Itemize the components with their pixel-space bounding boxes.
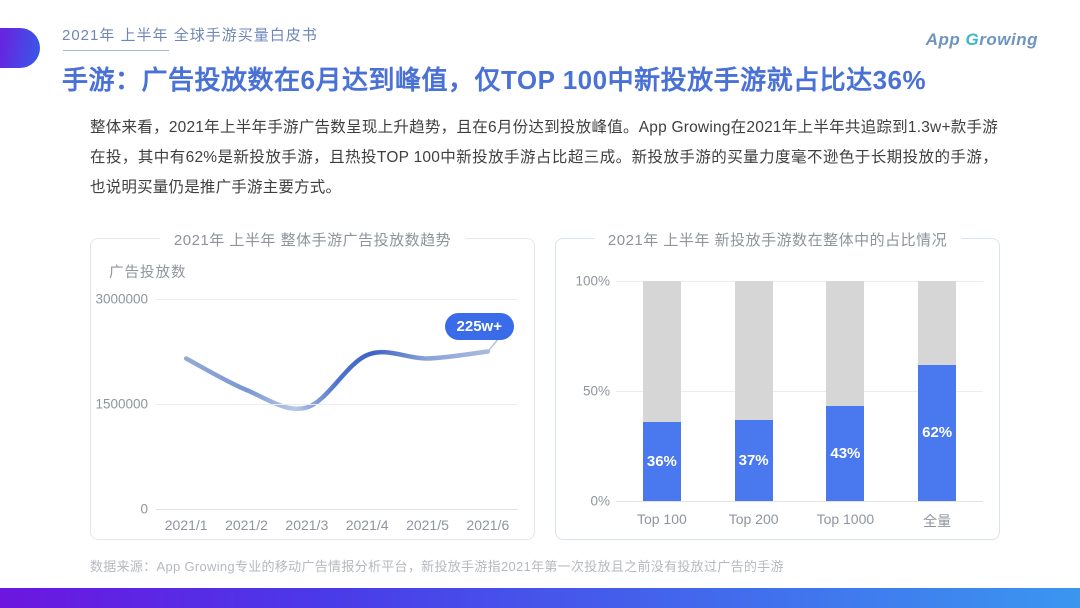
document-label: 2021年 上半年 全球手游买量白皮书 (62, 27, 318, 44)
page-title: 手游：广告投放数在6月达到峰值，仅TOP 100中新投放手游就占比达36% (62, 65, 927, 95)
line-chart-xtick: 2021/3 (285, 517, 329, 533)
stacked-bar: 43% (826, 281, 865, 501)
line-chart-gridline (156, 299, 518, 300)
line-chart-xtick: 2021/2 (225, 517, 268, 533)
stacked-bar: 37% (734, 281, 773, 501)
bar-chart-gridline (616, 501, 983, 502)
bar-chart-card: 2021年 上半年 新投放手游数在整体中的占比情况 0% 50% 100% 36% To… (555, 229, 1000, 540)
line-chart-ytick: 0 (140, 501, 148, 517)
bar-segment-new-games: 36% (642, 421, 681, 501)
logo-rocket-g: G (965, 30, 980, 49)
bar-chart-gridline (616, 281, 983, 282)
line-chart-plot-area: 225w+ 0 1500000 3000000 2021/1 2021/2 2021/3 2… (95, 292, 518, 533)
line-chart-xtick: 2021/6 (466, 517, 510, 533)
app-growing-logo: App Growing (926, 30, 1038, 50)
data-source-note: 数据来源：App Growing专业的移动广告情报分析平台，新投放手游指2021… (90, 559, 784, 574)
trend-line (183, 339, 499, 411)
bar-segment-remainder (826, 281, 865, 407)
bar-segment-remainder (642, 281, 681, 422)
stacked-bar: 36% (642, 281, 681, 501)
logo-rowing-text: rowing (979, 30, 1038, 49)
bar-value-label: 37% (738, 451, 769, 469)
line-chart-gridline (156, 404, 518, 405)
line-chart-card: 2021年 上半年 整体手游广告投放数趋势 广告投放数 225w+ 0 15000… (90, 229, 535, 540)
stacked-bar: 62% (918, 281, 957, 501)
bar-chart-xtick: Top 1000 (816, 511, 875, 527)
line-chart-title: 2021年 上半年 整体手游广告投放数趋势 (159, 229, 466, 250)
document-label-underline (63, 50, 169, 51)
line-chart-xtick: 2021/4 (345, 517, 389, 533)
line-chart-xtick: 2021/1 (164, 517, 208, 533)
bar-chart-xtick: 全量 (923, 513, 952, 529)
logo-app-text: App (925, 30, 966, 49)
bar-segment-new-games: 43% (826, 406, 865, 501)
bar-chart-xtick: Top 200 (728, 511, 779, 527)
line-chart-gridline (156, 509, 518, 510)
bar-value-label: 43% (830, 445, 861, 463)
bar-segment-remainder (734, 281, 773, 420)
bar-chart-ytick: 0% (590, 493, 610, 509)
line-chart-ytick: 1500000 (95, 396, 148, 412)
bar-chart-xtick: Top 100 (636, 511, 687, 527)
bar-value-label: 62% (922, 424, 953, 442)
peak-value-badge: 225w+ (444, 313, 514, 340)
line-chart-ytick: 3000000 (95, 291, 148, 307)
bar-chart-title: 2021年 上半年 新投放手游数在整体中的占比情况 (593, 229, 962, 250)
bar-chart-gridline (616, 391, 983, 392)
bar-value-label: 36% (646, 452, 677, 470)
line-chart-y-axis-label: 广告投放数 (109, 265, 187, 281)
bottom-gradient-bar (0, 588, 1080, 608)
decorative-pill (0, 28, 40, 68)
body-paragraph: 整体来看，2021年上半年手游广告数呈现上升趋势，且在6月份达到投放峰值。App… (90, 119, 998, 196)
bar-chart-plot-area: 0% 50% 100% 36% Top 100 37% Top 200 43% Top 1000… (575, 274, 983, 529)
bar-chart-ytick: 50% (582, 383, 610, 399)
bar-segment-new-games: 62% (918, 364, 957, 501)
bar-segment-new-games: 37% (734, 419, 773, 501)
line-chart-xtick: 2021/5 (406, 517, 449, 533)
bar-chart-ytick: 100% (575, 273, 610, 289)
bar-segment-remainder (918, 281, 957, 365)
